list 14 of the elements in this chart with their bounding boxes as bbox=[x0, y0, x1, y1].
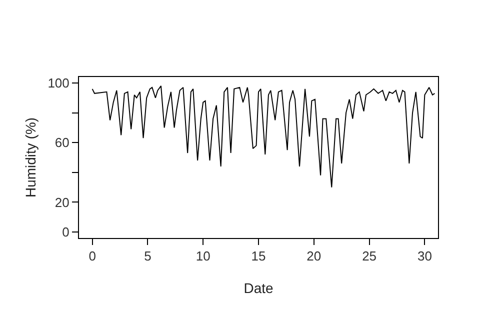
x-tick-label: 5 bbox=[144, 248, 152, 264]
x-tick-label: 15 bbox=[251, 248, 266, 264]
x-tick-label: 0 bbox=[88, 248, 96, 264]
y-tick-label: 100 bbox=[48, 76, 70, 91]
line-series bbox=[92, 85, 436, 188]
x-axis-title: Date bbox=[244, 280, 274, 296]
x-tick-label: 20 bbox=[306, 248, 322, 264]
y-tick-label: 0 bbox=[62, 224, 70, 240]
x-tick-label: 10 bbox=[196, 248, 210, 264]
x-tick-label: 25 bbox=[362, 248, 377, 264]
y-tick-label: 60 bbox=[54, 135, 70, 150]
y-tick-label: 20 bbox=[54, 194, 70, 210]
x-tick-label: 30 bbox=[417, 248, 432, 264]
y-axis-title: Humidity (%) bbox=[22, 117, 38, 198]
